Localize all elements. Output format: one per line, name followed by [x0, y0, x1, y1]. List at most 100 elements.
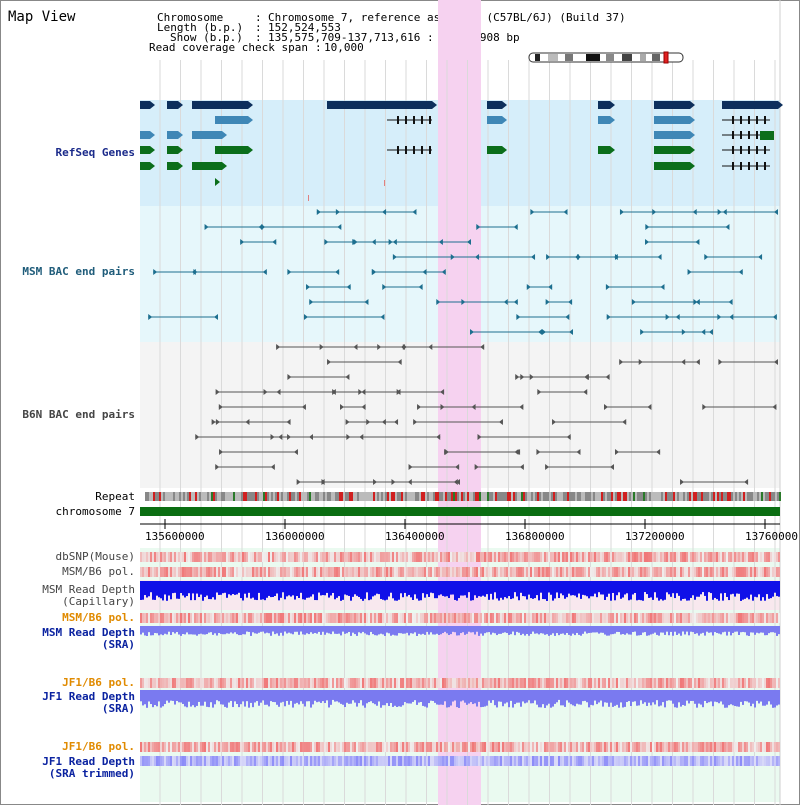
jf1-sra-depth [624, 690, 626, 707]
msm-pol-heat-1 [686, 567, 688, 577]
jf1-pol-heat-2 [316, 678, 318, 688]
jf1-pol-heat-1 [496, 742, 498, 752]
track-label-jf1-b6-pol-1[interactable]: JF1/B6 pol. [62, 676, 135, 689]
jf1-trimmed-heat [748, 756, 750, 766]
dbsnp-heat [734, 552, 736, 562]
b6n-pair-end [552, 419, 557, 425]
jf1-pol-heat-1 [592, 742, 594, 752]
repeat-mark [713, 492, 715, 501]
repeat-mark [349, 492, 351, 501]
repeat-mark [441, 492, 443, 501]
jf1-sra-depth [326, 690, 328, 701]
msm-sra-depth [572, 626, 574, 634]
jf1-sra-depth [214, 690, 216, 705]
msm-pol-heat-2 [200, 613, 202, 623]
track-label-repeat[interactable]: Repeat [95, 490, 135, 503]
jf1-pol-heat-1 [704, 742, 706, 752]
jf1-sra-depth [594, 690, 596, 701]
dbsnp-heat [532, 552, 534, 562]
jf1-pol-heat-2 [650, 678, 652, 688]
msm-cap-depth [558, 581, 560, 599]
track-label-jf1-trimmed[interactable]: JF1 Read Depth [42, 755, 135, 768]
msm-sra-depth [776, 626, 778, 636]
jf1-sra-depth [500, 690, 502, 702]
track-label-msm-depth-sra[interactable]: MSM Read Depth [42, 626, 135, 639]
msm-pol-heat-1 [262, 567, 264, 577]
jf1-pol-heat-2 [672, 678, 674, 688]
jf1-pol-heat-1 [532, 742, 534, 752]
jf1-trimmed-heat [360, 756, 362, 766]
track-label-msm-b6-pol-2[interactable]: MSM/B6 pol. [62, 611, 135, 624]
jf1-sra-depth [566, 690, 568, 701]
msm-cap-depth [552, 581, 554, 601]
msm-sra-depth [556, 626, 558, 634]
jf1-pol-heat-2 [266, 678, 268, 688]
repeat-mark [775, 492, 777, 501]
msm-cap-depth [408, 581, 410, 595]
msm-cap-depth [188, 581, 190, 594]
track-label-dbsnp[interactable]: dbSNP(Mouse) [55, 550, 135, 563]
jf1-trimmed-heat [320, 756, 322, 766]
jf1-pol-heat-2 [348, 678, 350, 688]
jf1-sra-depth [296, 690, 298, 703]
msm-sra-depth [394, 626, 396, 636]
msm-cap-depth [618, 581, 620, 593]
jf1-sra-depth [502, 690, 504, 707]
dbsnp-heat [262, 552, 264, 562]
repeat-mark [491, 492, 493, 501]
dbsnp-heat [776, 552, 778, 562]
jf1-trimmed-heat [608, 756, 610, 766]
jf1-trimmed-heat [508, 756, 510, 766]
repeat-mark [537, 492, 539, 501]
jf1-trimmed-heat [760, 756, 762, 766]
jf1-pol-heat-1 [588, 742, 590, 752]
track-label-jf1-depth[interactable]: JF1 Read Depth [42, 690, 135, 703]
msm-sra-depth [192, 626, 194, 635]
msm-pol-heat-2 [230, 613, 232, 623]
b6n-pair-end [327, 359, 332, 365]
msm-pol-heat-1 [520, 567, 522, 577]
jf1-pol-heat-1 [486, 742, 488, 752]
jf1-pol-heat-1 [620, 742, 622, 752]
msm-cap-depth [626, 581, 628, 594]
dbsnp-heat [754, 552, 756, 562]
jf1-sra-depth [470, 690, 472, 703]
msm-pol-heat-2 [632, 613, 634, 623]
track-label-msm-depth-cap[interactable]: MSM Read Depth [42, 583, 135, 596]
jf1-pol-heat-1 [500, 742, 502, 752]
jf1-sra-depth [378, 690, 380, 702]
jf1-pol-heat-1 [746, 742, 748, 752]
track-label-jf1-b6-pol-2[interactable]: JF1/B6 pol. [62, 740, 135, 753]
dbsnp-heat [650, 552, 652, 562]
msm-pol-heat-1 [602, 567, 604, 577]
msm-pol-heat-2 [284, 613, 286, 623]
msm-sra-depth [406, 626, 408, 633]
jf1-trimmed-heat [146, 756, 148, 766]
dbsnp-heat [512, 552, 514, 562]
repeat-mark [465, 492, 467, 501]
b6n-pair-end [394, 419, 399, 425]
dbsnp-heat [550, 552, 552, 562]
msm-pol-heat-1 [154, 567, 156, 577]
msm-pol-heat-2 [420, 613, 422, 623]
jf1-pol-heat-2 [654, 678, 656, 688]
track-label-msm-b6-pol-1[interactable]: MSM/B6 pol. [62, 565, 135, 578]
msm-cap-depth [230, 581, 232, 596]
jf1-pol-heat-2 [706, 678, 708, 688]
msm-pol-heat-2 [316, 613, 318, 623]
gene-block [167, 101, 178, 109]
repeat-mark [425, 492, 427, 501]
repeat-mark [427, 492, 429, 501]
jf1-sra-depth [274, 690, 276, 703]
dbsnp-heat [506, 552, 508, 562]
msm-pol-heat-2 [314, 613, 316, 623]
track-label-msm-bac[interactable]: MSM BAC end pairs [22, 265, 135, 278]
jf1-pol-heat-2 [522, 678, 524, 688]
msm-sra-depth [584, 626, 586, 632]
msm-sra-depth [702, 626, 704, 633]
msm-pol-heat-1 [718, 567, 720, 577]
track-label-b6n-bac[interactable]: B6N BAC end pairs [22, 408, 135, 421]
msm-pol-heat-1 [498, 567, 500, 577]
repeat-mark [231, 492, 233, 501]
track-label-refseq[interactable]: RefSeq Genes [55, 146, 135, 159]
